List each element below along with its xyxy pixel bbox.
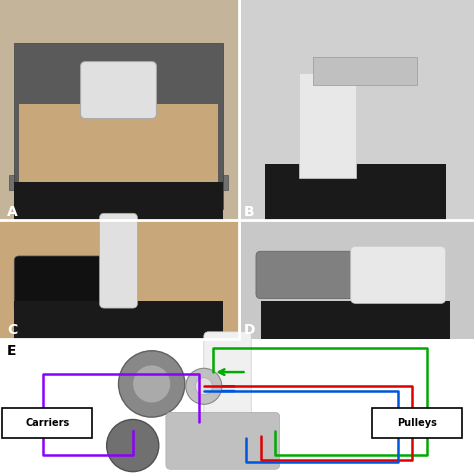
FancyBboxPatch shape [166,412,280,469]
Text: E: E [7,344,17,358]
Bar [0,221,239,339]
Circle shape [195,378,212,395]
Bar [14,301,223,339]
Bar [265,164,446,220]
Circle shape [118,351,185,417]
Bar [14,43,223,209]
Bar [9,175,228,190]
FancyBboxPatch shape [372,408,462,438]
Text: D: D [244,323,255,337]
Bar [261,301,450,339]
Bar [299,73,356,178]
FancyBboxPatch shape [81,62,156,118]
Text: B: B [244,205,255,219]
Text: Carriers: Carriers [25,418,70,428]
Bar [0,340,474,474]
FancyBboxPatch shape [351,246,446,303]
Bar [14,182,223,220]
Text: C: C [7,323,18,337]
FancyBboxPatch shape [100,213,137,308]
Circle shape [186,368,222,404]
FancyBboxPatch shape [204,332,251,417]
Bar [241,221,474,339]
FancyBboxPatch shape [256,251,370,299]
Bar [313,57,417,85]
Bar [0,0,239,220]
Bar [0,221,239,339]
Bar [241,221,474,339]
Text: Pulleys: Pulleys [397,418,437,428]
Text: A: A [7,205,18,219]
FancyBboxPatch shape [14,256,128,313]
Bar [241,0,474,220]
FancyBboxPatch shape [2,408,92,438]
Bar [241,0,474,220]
Circle shape [133,365,171,403]
Bar [19,104,218,209]
Circle shape [107,419,159,472]
